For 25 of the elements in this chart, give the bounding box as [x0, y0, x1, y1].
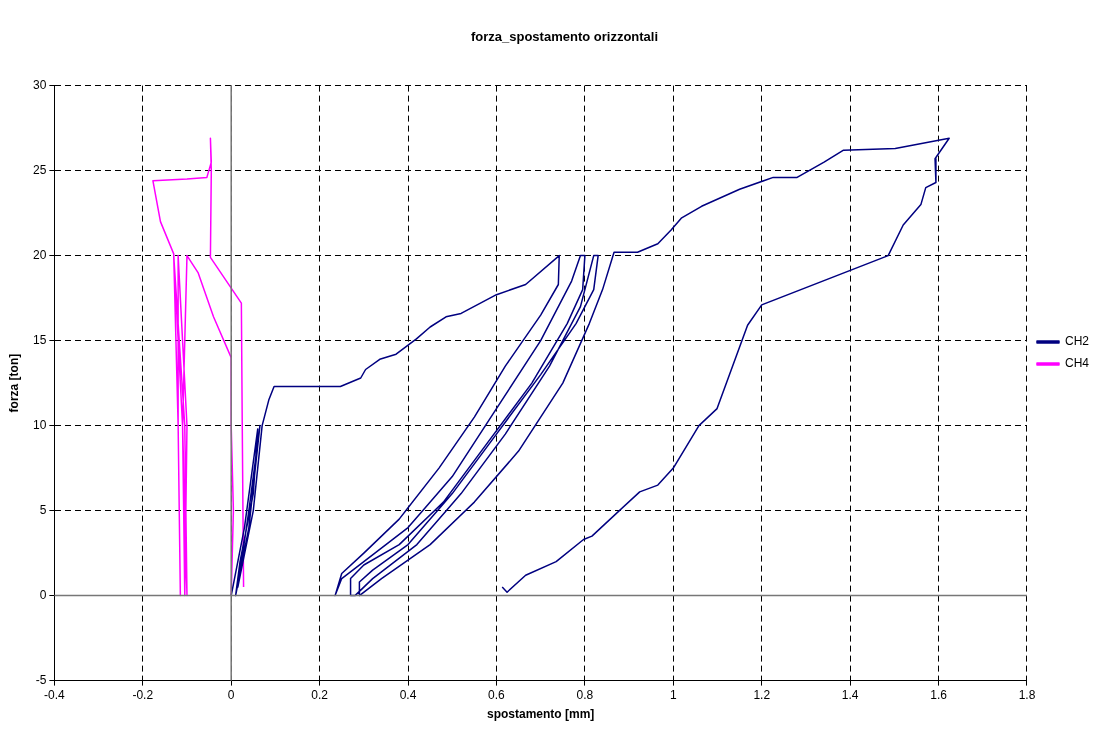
y-tick-label: 20 [32, 247, 47, 262]
y-tick-label: 10 [32, 417, 47, 432]
y-tick-label: -5 [35, 672, 47, 687]
y-axis-title: forza [ton] [6, 353, 21, 413]
x-tick-label: 1.6 [930, 688, 948, 703]
x-tick-label: 1.4 [841, 688, 859, 703]
y-tick-label: 15 [32, 332, 47, 347]
x-tick-label: 0.2 [311, 688, 329, 703]
y-tick-label: 5 [39, 502, 47, 517]
x-tick-label: 0 [227, 688, 235, 703]
x-tick-label: 1.8 [1018, 688, 1036, 703]
chart-title: forza_spostamento orizzontali [470, 29, 659, 45]
x-tick-label: 0.8 [576, 688, 594, 703]
x-axis-title: spostamento [mm] [487, 706, 595, 721]
y-tick-label: 30 [32, 77, 47, 92]
x-tick-label: 0.4 [399, 688, 417, 703]
x-tick-label: 0.6 [488, 688, 506, 703]
x-tick-label: -0.4 [44, 688, 66, 703]
x-tick-label: -0.2 [132, 688, 154, 703]
y-tick-label: 25 [32, 162, 47, 177]
x-tick-label: 1 [669, 688, 677, 703]
x-tick-label: 1.2 [753, 688, 771, 703]
legend-label: CH2 [1064, 334, 1090, 349]
legend-label: CH4 [1064, 356, 1090, 371]
y-tick-label: 0 [39, 587, 47, 602]
